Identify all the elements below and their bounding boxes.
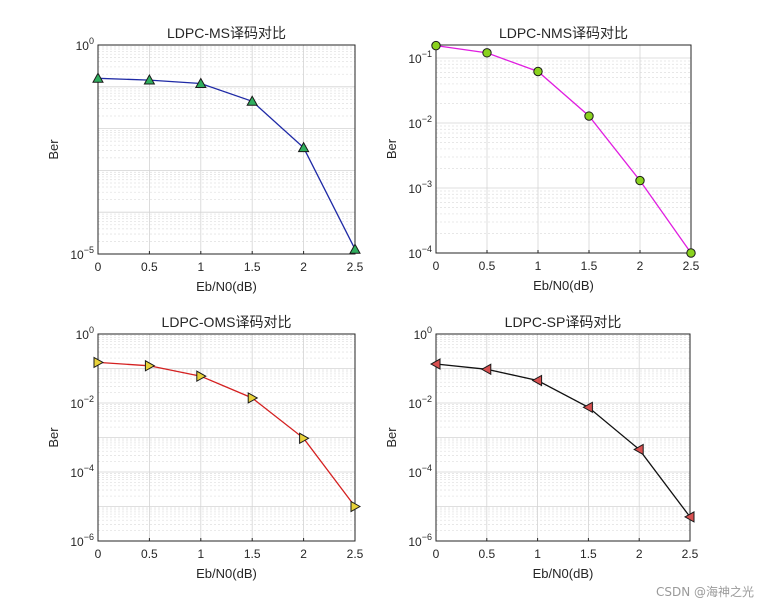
x-axis-label: Eb/N0(dB) — [196, 279, 257, 294]
data-point — [531, 374, 543, 387]
series-line — [435, 44, 692, 254]
x-tick-label: 1 — [534, 547, 541, 561]
x-axis-label: Eb/N0(dB) — [196, 566, 257, 581]
chart-title: LDPC-MS译码对比 — [167, 25, 286, 41]
x-tick-label: 0 — [95, 260, 102, 274]
data-point — [93, 356, 105, 369]
x-axis-label: Eb/N0(dB) — [533, 566, 594, 581]
data-point — [144, 359, 156, 372]
chart-title: LDPC-SP译码对比 — [505, 314, 622, 330]
data-point — [683, 511, 695, 523]
data-point — [482, 48, 492, 58]
y-tick-label: 10−2 — [70, 394, 94, 411]
data-point — [350, 500, 362, 513]
y-tick-label: 10−6 — [70, 532, 94, 549]
y-tick-label: 10−5 — [70, 245, 94, 262]
y-axis-label: Ber — [46, 139, 61, 160]
y-tick-label: 10−3 — [408, 179, 432, 196]
x-tick-label: 2 — [300, 260, 307, 274]
data-point — [584, 111, 594, 121]
data-point — [429, 358, 441, 370]
plot-area — [98, 45, 355, 254]
y-tick-label: 10−4 — [408, 244, 432, 261]
y-tick-label: 10−6 — [408, 532, 432, 549]
data-point — [635, 175, 645, 186]
y-tick-label: 10−1 — [408, 49, 432, 66]
data-point — [194, 77, 207, 88]
y-axis-label: Ber — [384, 138, 399, 159]
axes-box — [435, 44, 692, 254]
x-tick-label: 1.5 — [581, 259, 598, 273]
x-tick-label: 1 — [197, 547, 204, 561]
y-tick-label: 10−4 — [70, 463, 94, 480]
data-point — [633, 443, 644, 456]
x-axis-label: Eb/N0(dB) — [533, 278, 594, 293]
watermark: CSDN @海神之光 — [655, 585, 754, 599]
axes-box — [435, 333, 691, 542]
y-tick-label: 10−4 — [408, 463, 432, 480]
x-tick-label: 0 — [433, 547, 440, 561]
chart-1: 0 0.5 1 1.5 2 2.5 10−5 100 LDPC-MS译码对比 Eb/N0(dB) B… — [46, 25, 364, 294]
chart-4: 0 0.5 1 1.5 2 2.5 10−6 10−4 10−2 100 LDPC-SP译码对比 Eb… — [384, 314, 699, 581]
data-point — [431, 40, 441, 51]
data-point — [533, 66, 543, 77]
y-axis-label: Ber — [46, 427, 61, 448]
x-tick-label: 2.5 — [347, 260, 364, 274]
x-tick-label: 2 — [636, 547, 643, 561]
y-tick-label: 100 — [414, 325, 432, 342]
x-tick-label: 0.5 — [141, 547, 158, 561]
x-tick-label: 1.5 — [244, 547, 261, 561]
x-tick-label: 0 — [433, 259, 440, 273]
chart-2: 0 0.5 1 1.5 2 2.5 10−4 10−3 10−2 10−1 LDPC-NMS译码对比… — [384, 25, 700, 293]
data-point — [349, 243, 361, 254]
data-point — [247, 392, 259, 404]
x-tick-label: 2 — [300, 547, 307, 561]
x-tick-label: 0.5 — [141, 260, 158, 274]
data-point — [480, 363, 492, 376]
x-tick-label: 1.5 — [580, 547, 597, 561]
y-tick-label: 100 — [76, 36, 94, 53]
x-tick-label: 2.5 — [682, 547, 699, 561]
chart-3: 0 0.5 1 1.5 2 2.5 10−6 10−4 10−2 100 LDPC-OMS译码对比 E… — [46, 314, 364, 581]
series-line — [97, 77, 356, 250]
data-point — [196, 370, 207, 383]
y-axis-label: Ber — [384, 427, 399, 448]
data-point — [92, 72, 104, 83]
x-tick-label: 1 — [197, 260, 204, 274]
x-tick-label: 2.5 — [347, 547, 364, 561]
y-tick-label: 10−2 — [408, 394, 432, 411]
axes-box — [97, 333, 356, 542]
data-point — [143, 74, 156, 85]
data-point — [686, 248, 696, 258]
chart-title: LDPC-NMS译码对比 — [499, 25, 628, 41]
x-tick-label: 0 — [95, 547, 102, 561]
data-point — [582, 401, 593, 414]
x-tick-label: 2.5 — [683, 259, 700, 273]
data-point — [246, 95, 259, 106]
y-tick-label: 10−2 — [408, 114, 432, 131]
x-tick-label: 2 — [637, 259, 644, 273]
axes-box — [97, 44, 356, 255]
chart-title: LDPC-OMS译码对比 — [162, 314, 292, 330]
data-point — [299, 432, 310, 445]
x-tick-label: 1 — [535, 259, 542, 273]
x-tick-label: 0.5 — [479, 259, 496, 273]
x-tick-label: 0.5 — [478, 547, 495, 561]
data-point — [297, 141, 310, 153]
series-line — [97, 361, 356, 507]
x-tick-label: 1.5 — [244, 260, 261, 274]
series-line — [435, 363, 691, 518]
y-tick-label: 100 — [76, 325, 94, 342]
